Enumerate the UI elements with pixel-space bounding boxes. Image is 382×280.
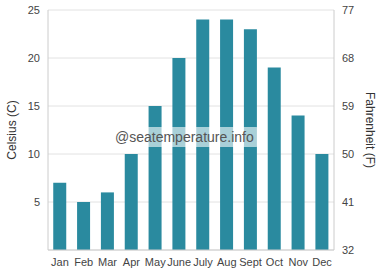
svg-text:Fahrenheit (F): Fahrenheit (F) (363, 92, 374, 168)
svg-text:Aug: Aug (217, 256, 237, 268)
svg-text:Mar: Mar (98, 256, 117, 268)
svg-text:20: 20 (28, 52, 40, 64)
html-text:@seatemperature.info: @seatemperature.info (115, 129, 254, 145)
svg-text:June: June (167, 256, 191, 268)
svg-text:Sept: Sept (239, 256, 262, 268)
svg-text:Feb: Feb (74, 256, 93, 268)
svg-text:Oct: Oct (266, 256, 283, 268)
svg-text:77: 77 (342, 4, 354, 16)
svg-text:10: 10 (28, 148, 40, 160)
svg-text:25: 25 (28, 4, 40, 16)
svg-text:Dec: Dec (312, 256, 332, 268)
svg-text:5: 5 (34, 196, 40, 208)
svg-text:41: 41 (342, 196, 354, 208)
svg-text:Apr: Apr (123, 256, 140, 268)
svg-text:Celsius (C): Celsius (C) (8, 100, 19, 159)
svg-text:59: 59 (342, 100, 354, 112)
svg-text:50: 50 (342, 148, 354, 160)
svg-text:32: 32 (342, 244, 354, 256)
svg-text:68: 68 (342, 52, 354, 64)
svg-text:Nov: Nov (288, 256, 308, 268)
svg-text:July: July (193, 256, 213, 268)
svg-text:15: 15 (28, 100, 40, 112)
svg-text:Jan: Jan (51, 256, 69, 268)
svg-text:May: May (145, 256, 166, 268)
